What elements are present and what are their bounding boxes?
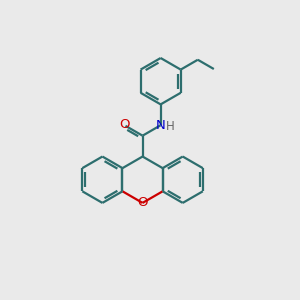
Text: O: O — [137, 196, 148, 209]
Text: N: N — [156, 119, 166, 132]
Text: O: O — [119, 118, 129, 131]
Text: H: H — [166, 120, 175, 133]
